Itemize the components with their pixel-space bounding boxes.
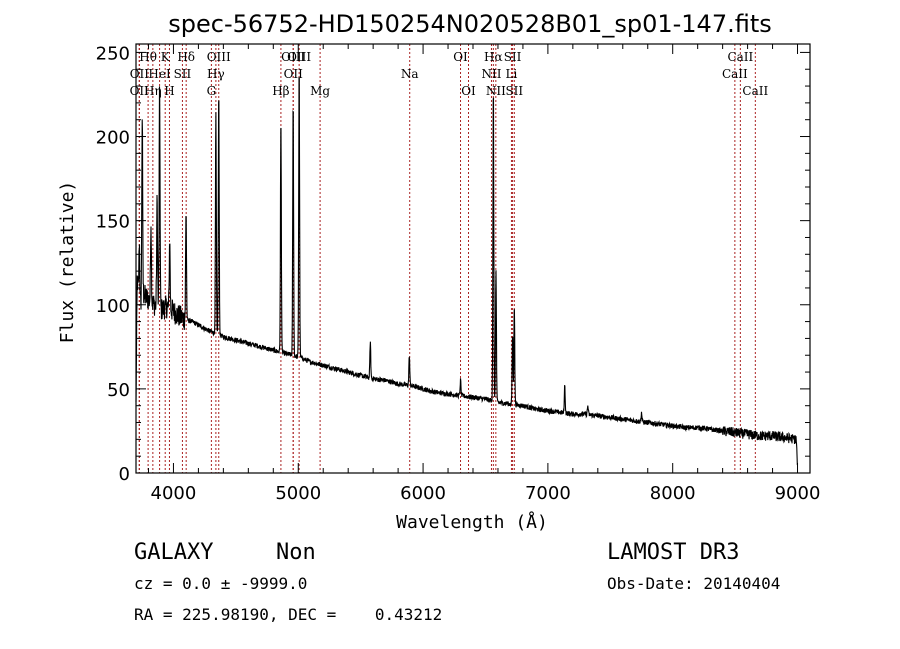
spectral-line-label: OI xyxy=(461,84,476,98)
survey-name: LAMOST DR3 xyxy=(607,540,739,565)
x-axis: 4000 5000 6000 7000 8000 9000 xyxy=(147,44,821,504)
observation-date: Obs-Date: 20140404 xyxy=(607,574,780,593)
spectral-line-label: CaII xyxy=(727,50,753,64)
y-tick-label: 100 xyxy=(96,296,130,317)
spectral-line-label: SII xyxy=(174,67,192,81)
y-axis-label: Flux (relative) xyxy=(57,181,78,344)
object-class: GALAXY xyxy=(134,540,213,565)
object-subclass: Non xyxy=(276,540,316,565)
spectral-line-label: Li xyxy=(506,67,518,81)
y-tick-label: 250 xyxy=(96,43,130,64)
x-tick-label: 8000 xyxy=(650,483,696,504)
spectral-line-label: Hδ xyxy=(177,50,195,64)
spectral-line-label: OIII xyxy=(207,50,231,64)
spectral-line-label: Hθ xyxy=(139,50,157,64)
spectral-line-label: Hγ xyxy=(207,67,225,81)
spectral-line-label: SII xyxy=(504,50,522,64)
x-axis-label: Wavelength (Å) xyxy=(396,511,548,533)
spectral-line-label: CaII xyxy=(722,67,748,81)
coordinates: RA = 225.98190, DEC = 0.43212 xyxy=(134,605,442,624)
x-tick-label: 5000 xyxy=(275,483,321,504)
y-tick-label: 200 xyxy=(96,128,130,149)
spectral-line-label: OIII xyxy=(287,50,311,64)
spectral-line-label: NII xyxy=(486,84,506,98)
spectral-line-label: OII xyxy=(284,67,304,81)
spectral-line-label: OII xyxy=(130,67,150,81)
spectral-line-label: Hη xyxy=(144,84,162,98)
spectral-line-label: HeI xyxy=(148,67,171,81)
spectral-line-label: H xyxy=(164,84,174,98)
spectral-line-label: K xyxy=(161,50,171,64)
spectral-line-label: Hα xyxy=(484,50,503,64)
spectral-line-label: CaII xyxy=(742,84,768,98)
spectral-line-label: NII xyxy=(481,67,501,81)
spectral-line-label: SII xyxy=(505,84,523,98)
y-tick-label: 50 xyxy=(107,380,130,401)
plot-frame xyxy=(135,43,811,474)
spectral-line-label: Hβ xyxy=(272,84,289,98)
x-tick-label: 7000 xyxy=(525,483,571,504)
y-axis: 0 50 100 150 200 250 xyxy=(96,43,810,485)
spectral-line-markers xyxy=(138,44,756,473)
x-tick-label: 6000 xyxy=(400,483,446,504)
spectral-line-label: Na xyxy=(401,67,419,81)
spectral-line-label: OIII xyxy=(281,50,305,64)
x-tick-label: 4000 xyxy=(151,483,197,504)
y-tick-label: 150 xyxy=(96,212,130,233)
spectral-line-label: OII xyxy=(130,84,150,98)
spectral-line-label: G xyxy=(207,84,217,98)
y-tick-label: 0 xyxy=(119,464,130,485)
spectrum-line xyxy=(135,76,798,466)
spectral-line-label: Mg xyxy=(310,84,330,98)
chart-title: spec-56752-HD150254N020528B01_sp01-147.f… xyxy=(168,10,772,38)
spectral-line-label: OI xyxy=(453,50,468,64)
x-tick-label: 9000 xyxy=(775,483,821,504)
redshift-cz: cz = 0.0 ± -9999.0 xyxy=(134,574,307,593)
